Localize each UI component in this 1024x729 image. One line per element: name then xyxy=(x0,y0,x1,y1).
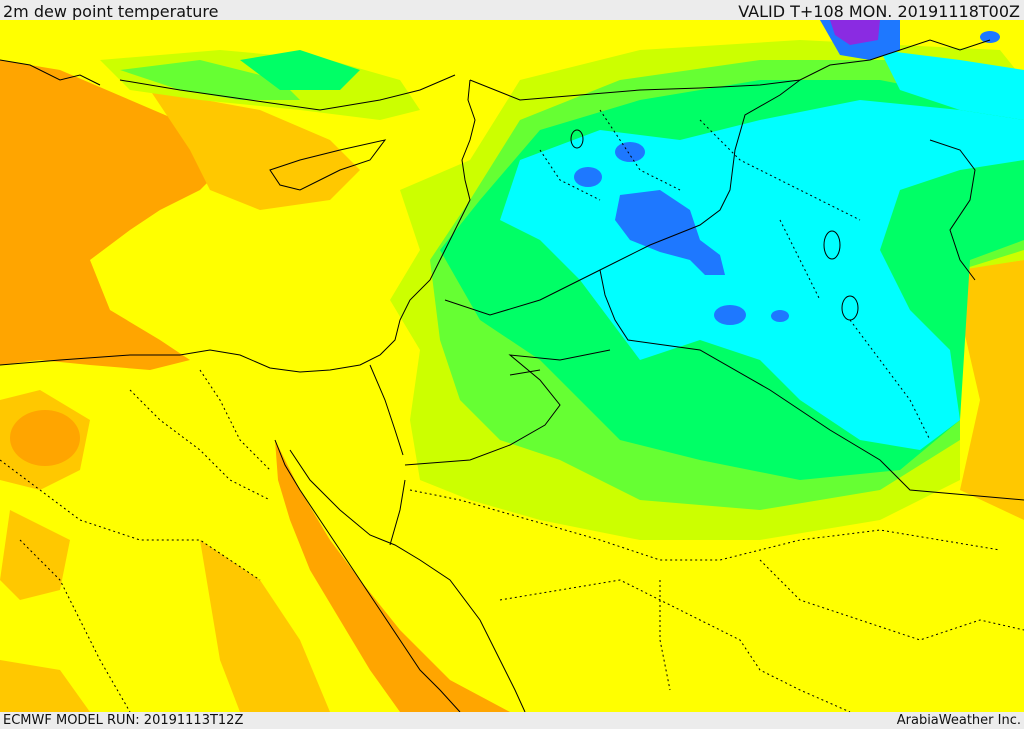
orange-region-mediterranean xyxy=(0,60,230,370)
lake-2 xyxy=(841,295,859,321)
blue-blob-3 xyxy=(714,305,746,325)
map-title: 2m dew point temperature xyxy=(3,2,219,21)
blue-region-desert xyxy=(615,190,725,275)
footer-bar: ECMWF MODEL RUN: 20191113T12Z ArabiaWeat… xyxy=(0,712,1024,729)
blue-blob-5 xyxy=(980,31,1000,43)
province-borders xyxy=(0,109,1024,712)
light-green-region-north xyxy=(120,60,300,100)
model-run-label: ECMWF MODEL RUN: 20191113T12Z xyxy=(3,713,244,728)
lake-3 xyxy=(570,129,584,149)
orange-region-red-sea xyxy=(275,440,510,712)
blue-blob-1 xyxy=(615,142,645,162)
map-canvas xyxy=(0,20,1024,712)
light-orange-region-south-west xyxy=(0,660,90,712)
credit-label: ArabiaWeather Inc. xyxy=(896,713,1021,728)
green-region-north xyxy=(240,50,360,90)
dew-point-map xyxy=(0,20,1024,712)
blue-blob-2 xyxy=(574,167,602,187)
valid-time: VALID T+108 MON. 20191118T00Z xyxy=(738,2,1020,21)
purple-region-north xyxy=(830,20,880,45)
header-bar: 2m dew point temperature VALID T+108 MON… xyxy=(0,0,1024,20)
lake-1 xyxy=(823,230,841,260)
cyan-region-north xyxy=(880,50,1024,120)
cyan-region xyxy=(500,100,1024,450)
light-orange-region-nile xyxy=(200,540,330,712)
blue-blob-4 xyxy=(771,310,789,322)
light-orange-region-sea xyxy=(150,90,360,210)
orange-region-egypt xyxy=(10,410,80,466)
light-orange-region-east xyxy=(950,260,1024,520)
coastlines xyxy=(0,59,526,712)
country-borders xyxy=(369,39,1024,501)
